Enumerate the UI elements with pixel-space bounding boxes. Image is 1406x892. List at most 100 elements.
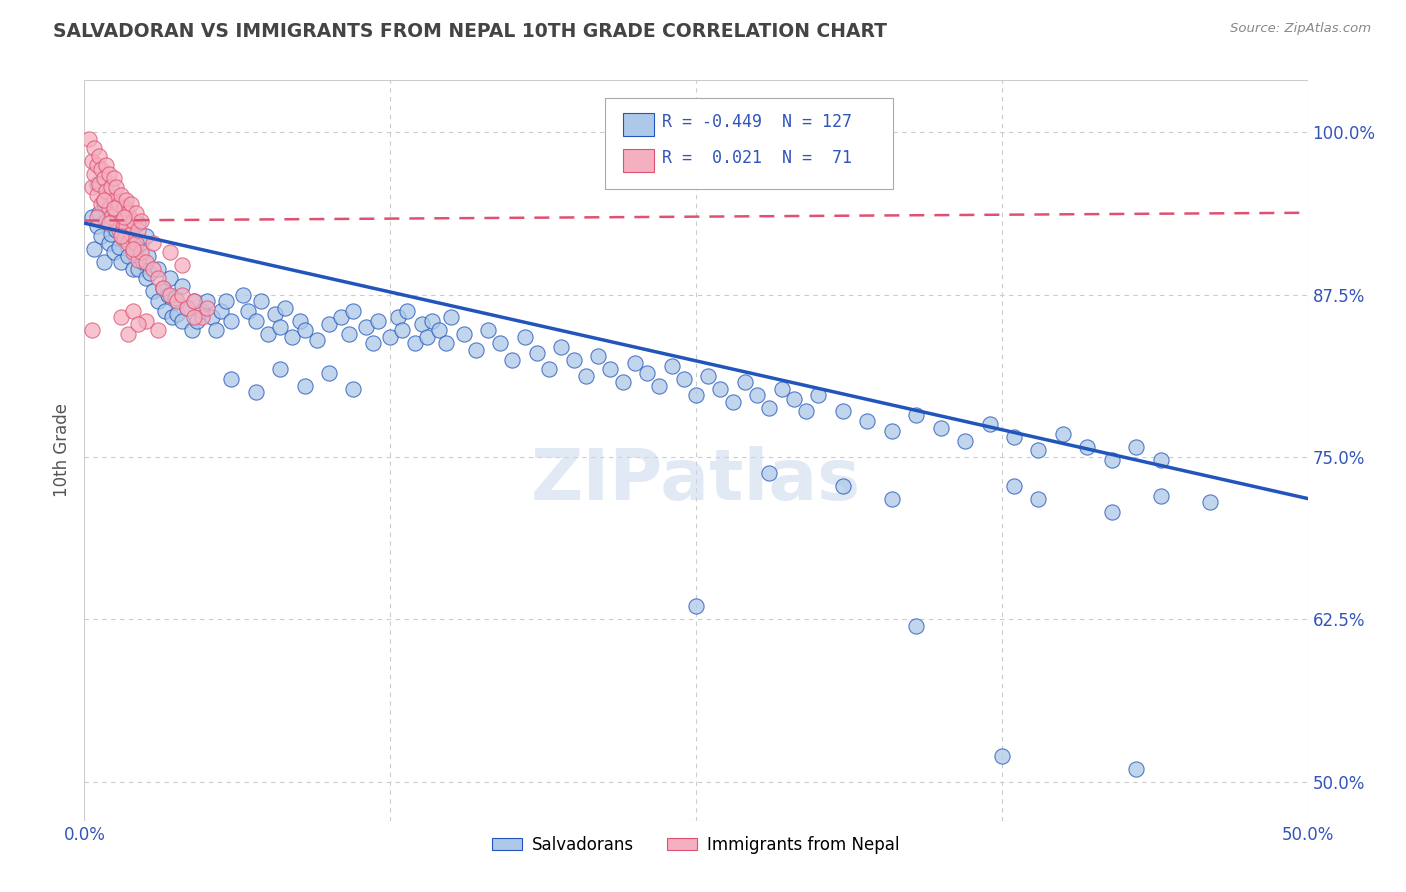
Point — [205, 323, 228, 337]
Point — [80, 323, 103, 337]
Point — [181, 323, 204, 337]
Point — [127, 222, 149, 236]
Point — [105, 206, 128, 220]
Point — [880, 424, 903, 438]
Point — [117, 235, 139, 250]
Point — [93, 193, 115, 207]
Point — [93, 193, 115, 207]
Point — [342, 383, 364, 397]
Point — [142, 235, 165, 250]
Point — [1101, 452, 1123, 467]
Point — [166, 294, 188, 309]
Point — [96, 184, 118, 198]
Point — [1028, 443, 1050, 458]
Point — [97, 201, 120, 215]
Point — [1076, 440, 1098, 454]
Point — [83, 167, 105, 181]
Point — [880, 491, 903, 506]
Point — [125, 242, 148, 256]
Point — [245, 313, 267, 327]
Point — [166, 307, 188, 321]
Point — [146, 323, 169, 337]
Text: SALVADORAN VS IMMIGRANTS FROM NEPAL 10TH GRADE CORRELATION CHART: SALVADORAN VS IMMIGRANTS FROM NEPAL 10TH… — [53, 22, 887, 41]
Point — [172, 278, 194, 293]
Point — [404, 335, 426, 350]
Point — [103, 201, 125, 215]
Point — [318, 318, 340, 332]
Point — [1002, 478, 1025, 492]
Point — [107, 222, 129, 236]
Point — [783, 392, 806, 406]
Point — [685, 387, 707, 401]
Point — [245, 384, 267, 399]
Point — [97, 216, 120, 230]
Point — [636, 366, 658, 380]
Point — [599, 361, 621, 376]
Point — [477, 323, 499, 337]
Point — [159, 287, 181, 301]
Point — [122, 244, 145, 259]
Point — [219, 372, 242, 386]
Point — [125, 235, 148, 250]
Point — [146, 294, 169, 309]
Point — [538, 361, 561, 376]
Point — [1052, 426, 1074, 441]
Point — [856, 414, 879, 428]
Point — [117, 249, 139, 263]
Point — [979, 417, 1001, 432]
Text: R =  0.021  N =  71: R = 0.021 N = 71 — [662, 149, 852, 167]
Point — [90, 161, 112, 176]
Point — [624, 356, 647, 370]
Point — [489, 335, 512, 350]
Point — [156, 287, 179, 301]
Point — [1150, 489, 1173, 503]
Point — [120, 219, 142, 233]
Point — [122, 261, 145, 276]
Point — [905, 409, 928, 423]
Point — [112, 229, 135, 244]
Point — [905, 619, 928, 633]
Point — [929, 421, 952, 435]
Point — [440, 310, 463, 324]
Point — [281, 330, 304, 344]
Point — [125, 206, 148, 220]
Point — [183, 294, 205, 309]
Point — [135, 255, 157, 269]
Point — [176, 301, 198, 315]
Point — [97, 235, 120, 250]
Point — [80, 153, 103, 168]
Point — [86, 187, 108, 202]
Point — [162, 310, 184, 324]
Point — [122, 213, 145, 227]
Point — [747, 387, 769, 401]
Point — [86, 210, 108, 224]
Point — [103, 193, 125, 207]
Point — [103, 203, 125, 218]
Point — [110, 229, 132, 244]
Point — [526, 346, 548, 360]
Point — [86, 219, 108, 233]
Point — [107, 239, 129, 253]
Point — [264, 307, 287, 321]
Point — [96, 158, 118, 172]
Point — [100, 179, 122, 194]
Point — [672, 372, 695, 386]
Point — [110, 213, 132, 227]
Point — [411, 318, 433, 332]
Point — [200, 310, 222, 324]
Point — [120, 196, 142, 211]
Point — [142, 284, 165, 298]
Point — [721, 395, 744, 409]
Point — [648, 378, 671, 392]
Point — [103, 170, 125, 185]
Point — [153, 304, 176, 318]
Text: Source: ZipAtlas.com: Source: ZipAtlas.com — [1230, 22, 1371, 36]
Point — [127, 261, 149, 276]
Point — [107, 196, 129, 211]
Point — [575, 369, 598, 384]
Point — [436, 335, 458, 350]
Point — [105, 222, 128, 236]
Point — [163, 292, 186, 306]
Point — [122, 242, 145, 256]
Point — [176, 301, 198, 315]
